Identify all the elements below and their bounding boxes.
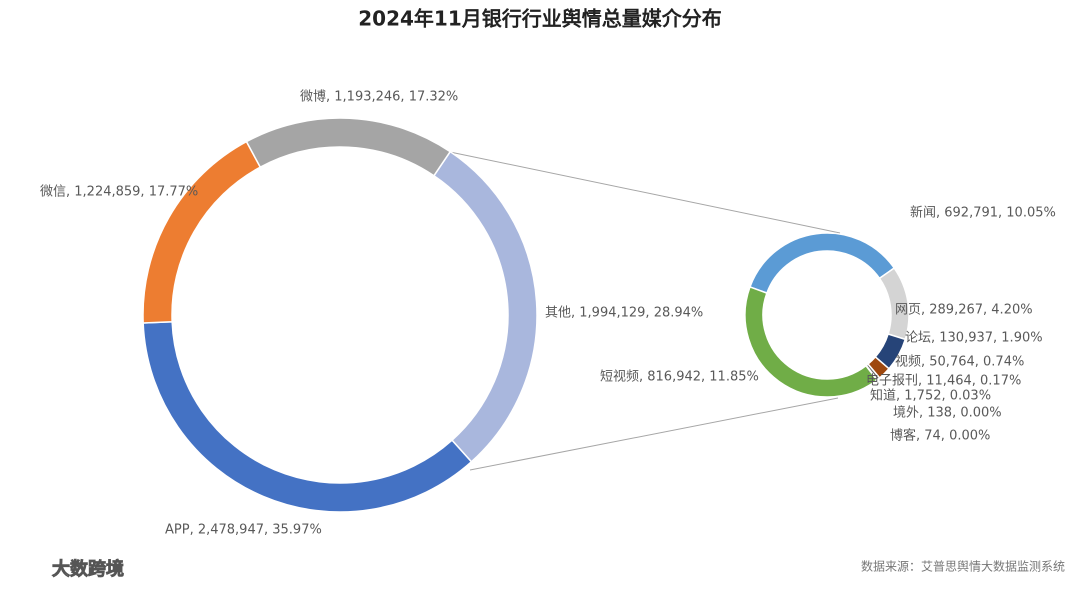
donut-slice [245,117,452,177]
data-label: 微博, 1,193,246, 17.32% [300,90,458,105]
data-label: APP, 2,478,947, 35.97% [165,523,322,538]
data-label: 电子报刊, 11,464, 0.17% [866,374,1021,389]
connector-line [449,151,841,234]
data-label: 其他, 1,994,129, 28.94% [545,306,703,321]
donut-slice [744,285,878,398]
data-label: 博客, 74, 0.00% [890,428,990,444]
chart-title: 2024年11月银行行业舆情总量媒介分布 [358,7,722,31]
data-label: 微信, 1,224,859, 17.77% [40,185,198,200]
data-label: 网页, 289,267, 4.20% [895,303,1033,318]
source-note: 数据来源：艾普思舆情大数据监测系统 [861,559,1065,574]
data-label: 新闻, 692,791, 10.05% [910,205,1056,221]
connector-line [469,397,839,471]
data-label: 短视频, 816,942, 11.85% [600,370,759,385]
data-label: 论坛, 130,937, 1.90% [905,331,1043,346]
data-label: 视频, 50,764, 0.74% [895,355,1024,370]
watermark: 大数跨境 [52,558,124,580]
data-label: 知道, 1,752, 0.03% [870,388,991,404]
data-label: 境外, 138, 0.00% [893,406,1002,421]
